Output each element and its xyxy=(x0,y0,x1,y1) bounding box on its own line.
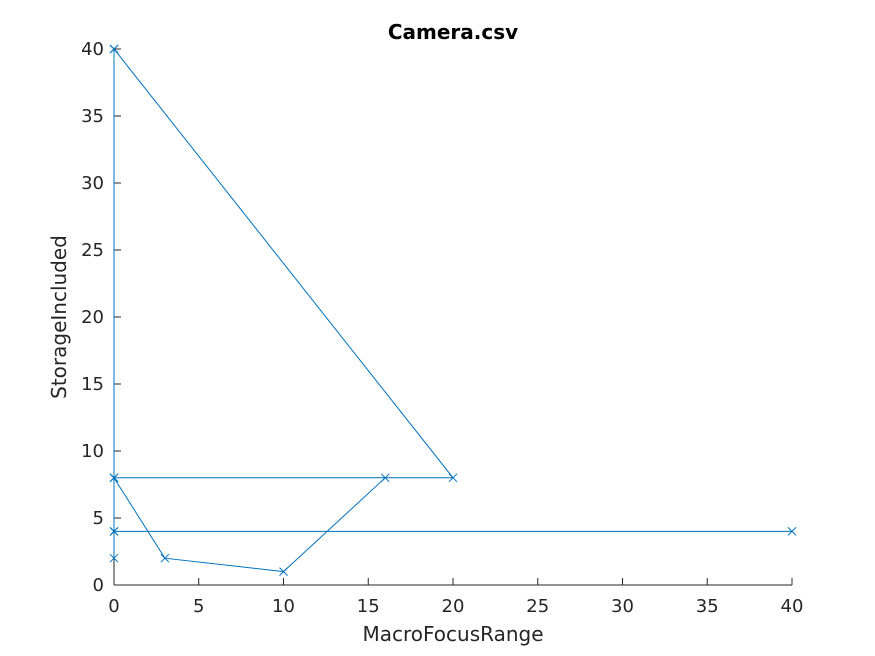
y-tick-label: 15 xyxy=(81,374,104,395)
marker-stroke xyxy=(279,567,288,576)
x-tick-label: 0 xyxy=(108,596,119,617)
x-tick-label: 40 xyxy=(781,596,804,617)
marker-stroke xyxy=(787,527,797,536)
y-tick-label: 30 xyxy=(81,173,104,194)
marker-stroke xyxy=(160,553,170,563)
x-axis-title: MacroFocusRange xyxy=(362,622,543,646)
data-point-marker xyxy=(787,527,797,536)
marker-stroke xyxy=(448,473,458,483)
data-point-marker xyxy=(279,567,288,576)
y-tick-label: 20 xyxy=(81,307,104,328)
marker-stroke xyxy=(109,527,119,536)
data-point-marker xyxy=(109,44,119,54)
y-axis-ticks: 0 5 10 15 20 25 30 35 40 xyxy=(81,39,121,596)
x-axis-ticks: 0 5 10 15 20 25 30 35 40 xyxy=(108,578,803,617)
y-axis-title: StorageIncluded xyxy=(47,235,71,399)
x-tick-label: 20 xyxy=(442,596,465,617)
x-tick-label: 30 xyxy=(611,596,634,617)
plot-area xyxy=(109,44,797,576)
x-tick-label: 5 xyxy=(193,596,204,617)
x-tick-label: 35 xyxy=(696,596,719,617)
marker-stroke xyxy=(380,473,390,483)
chart-title: Camera.csv xyxy=(388,20,518,44)
x-tick-label: 10 xyxy=(272,596,295,617)
y-tick-label: 0 xyxy=(93,575,104,596)
data-point-marker xyxy=(448,473,458,483)
y-tick-label: 25 xyxy=(81,240,104,261)
data-point-marker xyxy=(109,553,119,563)
y-tick-label: 10 xyxy=(81,441,104,462)
axes xyxy=(113,49,792,586)
marker-stroke xyxy=(109,44,119,54)
y-tick-label: 35 xyxy=(81,106,104,127)
y-tick-label: 5 xyxy=(93,508,104,529)
x-tick-label: 25 xyxy=(526,596,549,617)
data-point-marker xyxy=(109,527,119,536)
series-line xyxy=(113,47,792,573)
data-point-marker xyxy=(109,473,119,483)
marker-stroke xyxy=(109,553,119,563)
data-point-marker xyxy=(160,553,170,563)
y-tick-label: 40 xyxy=(81,39,104,60)
x-tick-label: 15 xyxy=(357,596,380,617)
marker-stroke xyxy=(109,473,119,483)
data-point-marker xyxy=(380,473,390,483)
